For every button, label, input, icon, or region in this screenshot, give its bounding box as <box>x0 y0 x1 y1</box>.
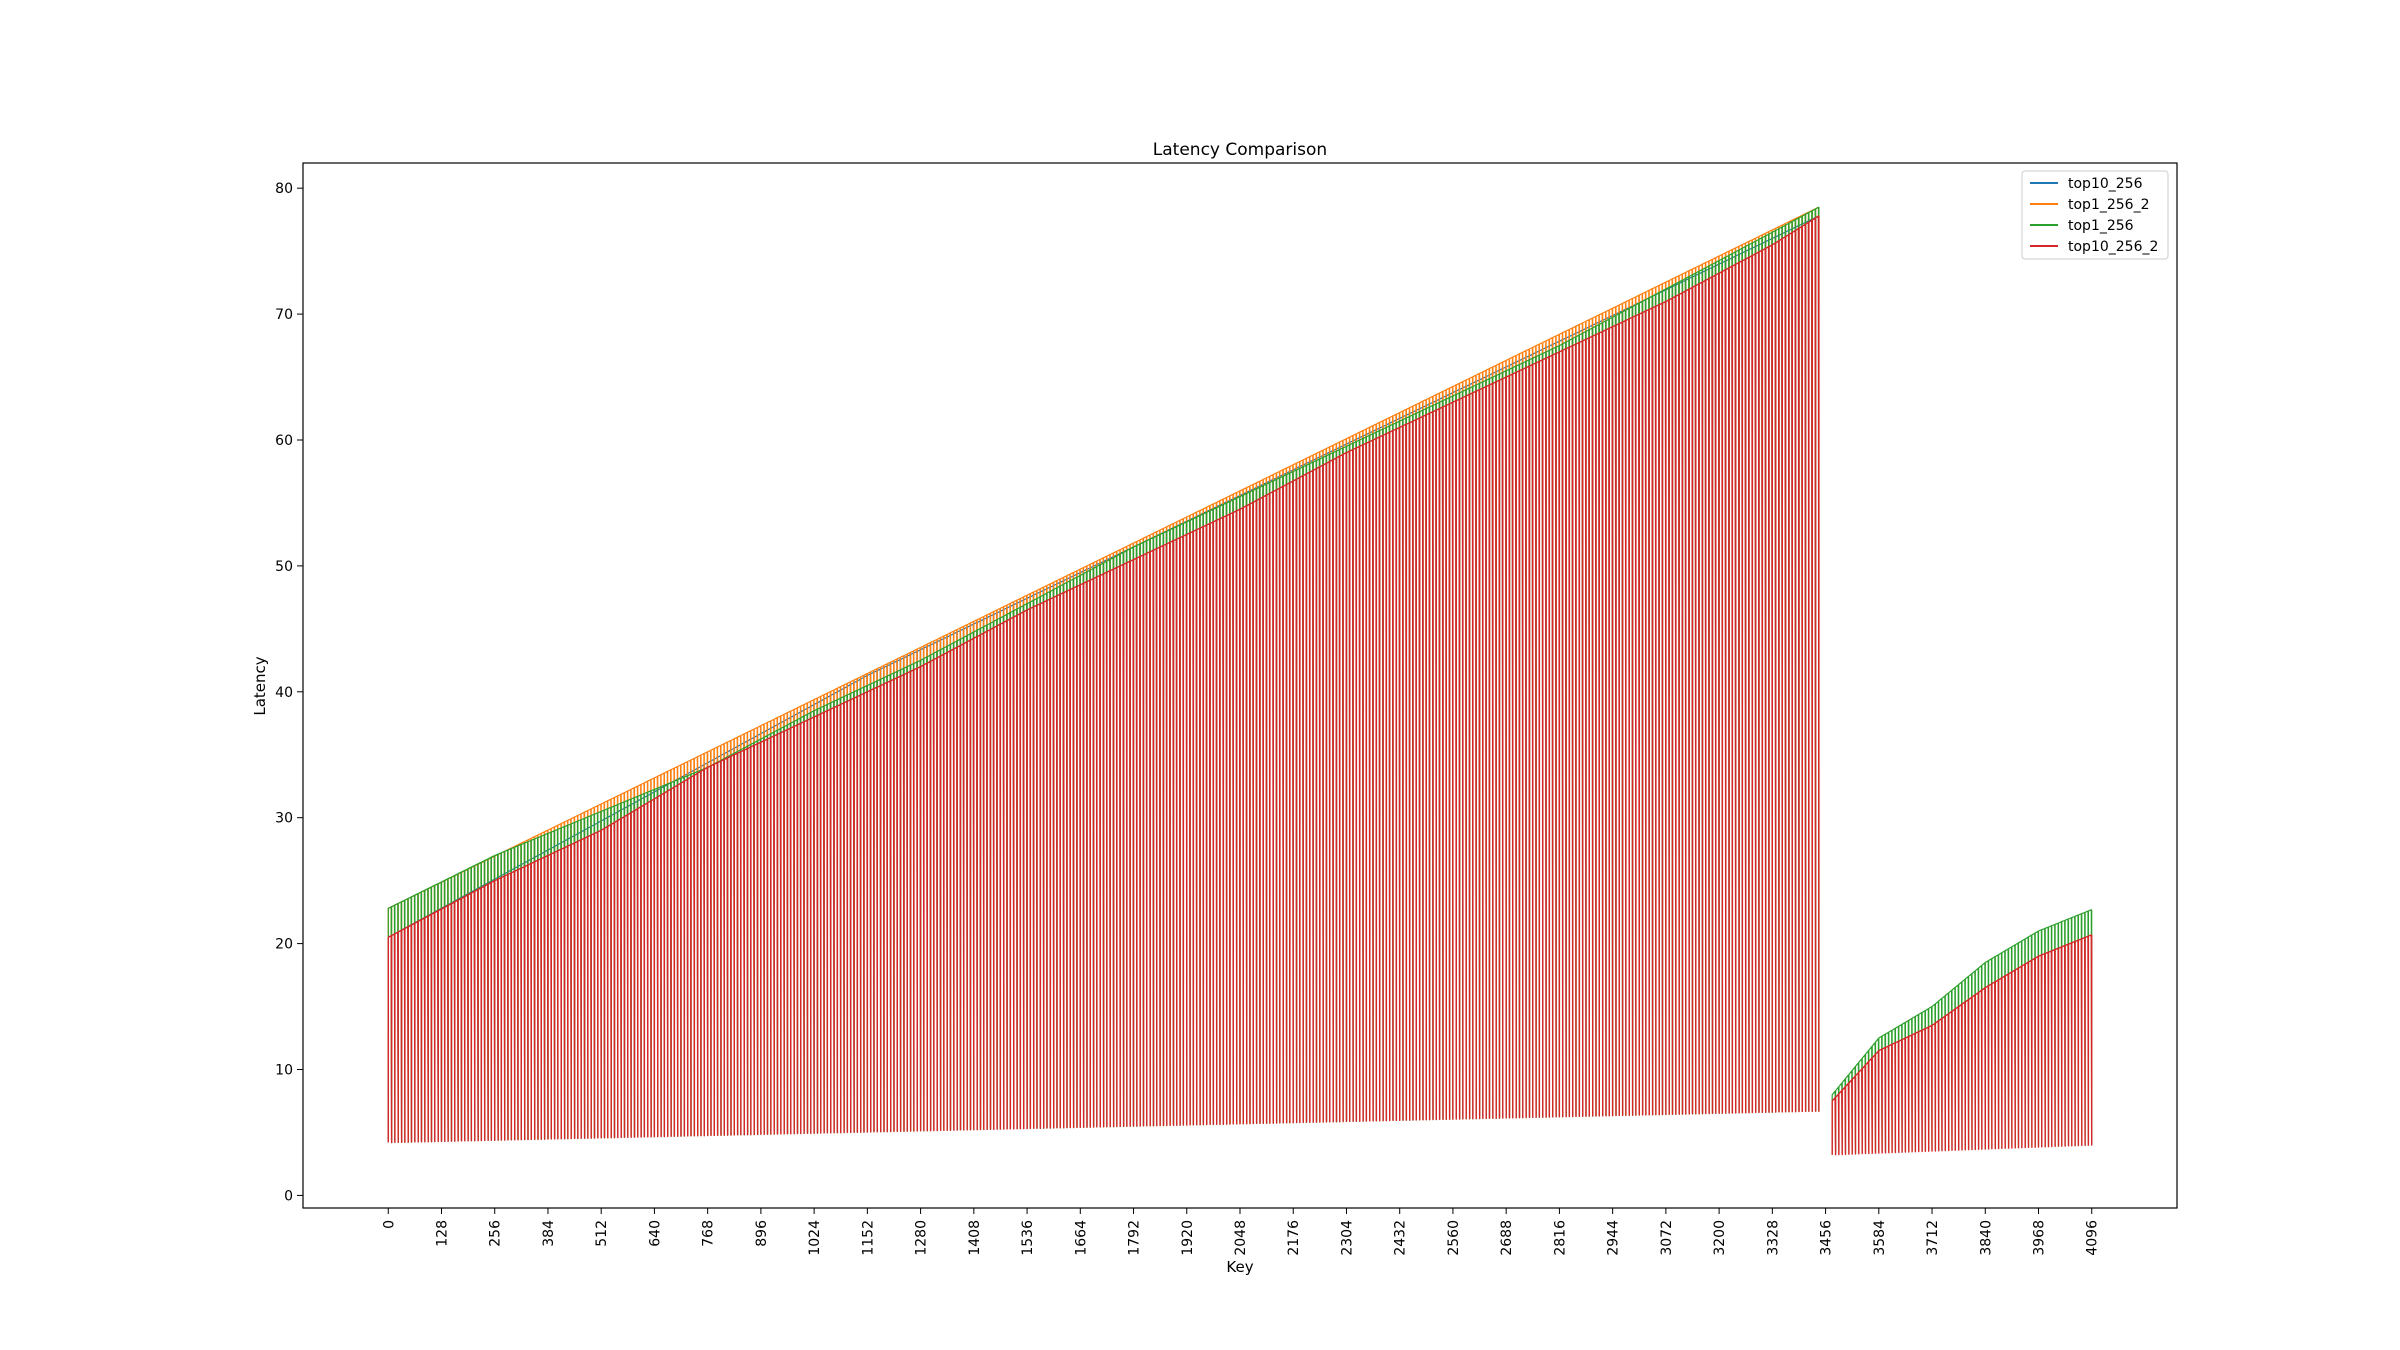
series-layer <box>387 206 2093 1156</box>
legend-label-top10_256: top10_256 <box>2068 176 2143 192</box>
y-tick-label: 70 <box>275 307 293 323</box>
x-tick-label: 2176 <box>1286 1220 1302 1256</box>
x-tick-label: 768 <box>701 1220 717 1247</box>
y-tick-label: 80 <box>275 181 293 197</box>
x-tick-label: 3072 <box>1659 1220 1675 1256</box>
chart-title: Latency Comparison <box>1153 140 1327 160</box>
x-tick-label: 2944 <box>1606 1220 1622 1256</box>
x-tick-label: 384 <box>541 1220 557 1247</box>
x-tick-label: 2432 <box>1393 1220 1409 1256</box>
x-tick-label: 2304 <box>1339 1220 1355 1256</box>
x-tick-label: 896 <box>754 1220 770 1247</box>
x-tick-label: 2048 <box>1233 1220 1249 1256</box>
x-tick-label: 4096 <box>2085 1220 2101 1256</box>
y-tick-label: 10 <box>275 1063 293 1079</box>
legend-items: top10_256 top1_256_2 top1_256 top10_256_2 <box>2030 176 2158 255</box>
x-tick-label: 2816 <box>1552 1220 1568 1256</box>
x-tick-label: 3712 <box>1925 1220 1941 1256</box>
y-axis-ticks: 0 10 20 30 40 50 60 70 80 <box>275 181 303 1204</box>
y-tick-label: 30 <box>275 811 293 827</box>
x-tick-label: 0 <box>381 1220 397 1229</box>
x-tick-label: 1792 <box>1127 1220 1143 1256</box>
y-tick-label: 40 <box>275 685 293 701</box>
y-tick-label: 20 <box>275 937 293 953</box>
x-tick-label: 1536 <box>1020 1220 1036 1256</box>
legend-label-top1_256_2: top1_256_2 <box>2068 197 2149 213</box>
x-tick-label: 3968 <box>2032 1220 2048 1256</box>
x-tick-label: 1280 <box>914 1220 930 1256</box>
x-tick-label: 2560 <box>1446 1220 1462 1256</box>
x-tick-label: 1024 <box>807 1220 823 1256</box>
x-tick-label: 1152 <box>860 1220 876 1256</box>
x-tick-label: 256 <box>488 1220 504 1247</box>
x-tick-label: 640 <box>647 1220 663 1247</box>
y-tick-label: 60 <box>275 433 293 449</box>
x-tick-label: 1664 <box>1073 1220 1089 1256</box>
y-tick-label: 50 <box>275 559 293 575</box>
x-tick-label: 3200 <box>1712 1220 1728 1256</box>
x-tick-label: 2688 <box>1499 1220 1515 1256</box>
x-axis-ticks: 0 128 256 384 512 640 768 896 1024 1152 1280 1408 15… <box>381 1208 2101 1256</box>
x-tick-label: 3328 <box>1765 1220 1781 1256</box>
x-tick-label: 1920 <box>1180 1220 1196 1256</box>
y-axis-label: Latency <box>251 656 269 715</box>
series-top10_256_2 <box>387 215 2093 1156</box>
legend-label-top1_256: top1_256 <box>2068 218 2134 234</box>
x-tick-label: 1408 <box>967 1220 983 1256</box>
x-tick-label: 3456 <box>1819 1220 1835 1256</box>
x-tick-label: 3840 <box>1978 1220 1994 1256</box>
x-tick-label: 128 <box>434 1220 450 1247</box>
x-tick-label: 3584 <box>1872 1220 1888 1256</box>
legend-label-top10_256_2: top10_256_2 <box>2068 239 2158 255</box>
x-tick-label: 512 <box>594 1220 610 1247</box>
x-axis-label: Key <box>1226 1258 1253 1276</box>
legend-box <box>2021 170 2169 260</box>
y-tick-label: 0 <box>284 1188 293 1204</box>
legend: top10_256 top1_256_2 top1_256 top10_256_2 <box>2021 170 2169 260</box>
